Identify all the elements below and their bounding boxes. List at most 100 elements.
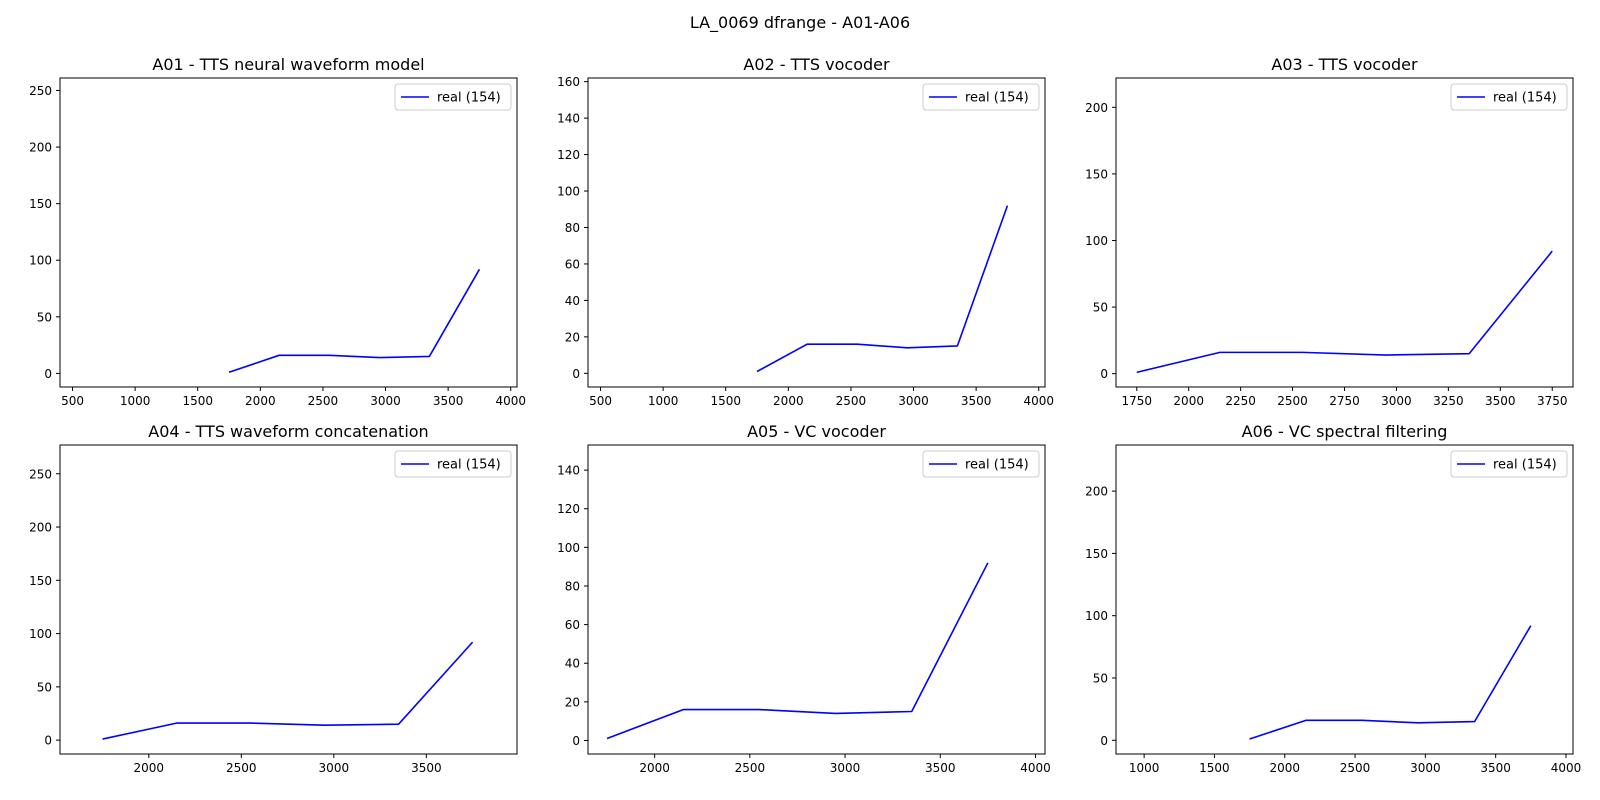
- legend-label: real (154): [965, 458, 1029, 473]
- x-tick-label: 3500: [411, 761, 442, 775]
- x-tick-label: 1000: [120, 394, 151, 408]
- y-tick-label: 200: [1085, 485, 1108, 499]
- y-tick-label: 60: [565, 257, 580, 271]
- y-tick-label: 100: [1085, 609, 1108, 623]
- x-tick-label: 3000: [319, 761, 350, 775]
- legend-label: real (154): [1493, 458, 1557, 473]
- x-tick-label: 2000: [134, 761, 165, 775]
- x-tick-label: 500: [61, 394, 84, 408]
- x-tick-label: 3750: [1537, 394, 1568, 408]
- x-tick-label: 2500: [1340, 761, 1371, 775]
- legend-label: real (154): [437, 91, 501, 106]
- y-tick-label: 250: [29, 84, 52, 98]
- y-tick-label: 50: [37, 310, 52, 324]
- y-tick-label: 80: [565, 221, 580, 235]
- legend: real (154): [394, 450, 512, 478]
- x-tick-label: 2500: [1277, 394, 1308, 408]
- y-tick-label: 80: [565, 579, 580, 593]
- y-tick-label: 250: [29, 467, 52, 481]
- axes-frame: [1115, 77, 1574, 388]
- legend-box: [922, 450, 1040, 478]
- series-line-1: [606, 562, 989, 740]
- subplot-title: A01 - TTS neural waveform model: [152, 55, 424, 74]
- y-tick-label: 0: [1100, 734, 1108, 748]
- y-tick-label: 40: [565, 294, 580, 308]
- x-tick-label: 1000: [648, 394, 679, 408]
- y-tick-label: 200: [1085, 101, 1108, 115]
- series-line-1: [1249, 625, 1532, 740]
- subplot-title: A05 - VC vocoder: [747, 422, 886, 441]
- y-tick-label: 100: [1085, 234, 1108, 248]
- y-tick-label: 200: [29, 141, 52, 155]
- legend: real (154): [1450, 83, 1568, 111]
- series-line-1: [756, 205, 1009, 373]
- x-tick-label: 1750: [1121, 394, 1152, 408]
- y-tick-label: 60: [565, 618, 580, 632]
- y-tick-label: 100: [29, 254, 52, 268]
- y-tick-label: 100: [557, 541, 580, 555]
- x-tick-label: 3500: [1485, 394, 1516, 408]
- x-tick-label: 4000: [1023, 394, 1054, 408]
- legend-label: real (154): [437, 458, 501, 473]
- y-tick-label: 0: [572, 734, 580, 748]
- x-tick-label: 2000: [773, 394, 804, 408]
- legend: real (154): [922, 83, 1040, 111]
- legend: real (154): [394, 83, 512, 111]
- legend-box: [1450, 450, 1568, 478]
- axes-frame: [587, 77, 1046, 388]
- x-tick-label: 2500: [226, 761, 257, 775]
- y-tick-label: 0: [44, 367, 52, 381]
- y-tick-label: 150: [1085, 547, 1108, 561]
- x-tick-label: 3000: [370, 394, 401, 408]
- x-tick-label: 2500: [735, 761, 766, 775]
- x-tick-label: 1500: [182, 394, 213, 408]
- axes-frame: [1115, 444, 1574, 755]
- y-tick-label: 120: [557, 148, 580, 162]
- legend-label: real (154): [965, 91, 1029, 106]
- x-tick-label: 1500: [710, 394, 741, 408]
- x-tick-label: 3000: [830, 761, 861, 775]
- y-tick-label: 120: [557, 502, 580, 516]
- subplot-title: A02 - TTS vocoder: [743, 55, 890, 74]
- y-tick-label: 0: [1100, 367, 1108, 381]
- x-tick-label: 3000: [1381, 394, 1412, 408]
- x-tick-label: 1500: [1199, 761, 1230, 775]
- y-tick-label: 50: [37, 680, 52, 694]
- x-tick-label: 2000: [639, 761, 670, 775]
- figure-title: LA_0069 dfrange - A01-A06: [689, 13, 911, 32]
- series-line-1: [102, 641, 474, 740]
- legend-box: [394, 83, 512, 111]
- y-tick-label: 200: [29, 521, 52, 535]
- x-tick-label: 2500: [308, 394, 339, 408]
- x-tick-label: 3500: [925, 761, 956, 775]
- y-tick-label: 50: [1093, 301, 1108, 315]
- axes-frame: [587, 444, 1046, 755]
- x-tick-label: 3250: [1433, 394, 1464, 408]
- subplot-title: A04 - TTS waveform concatenation: [148, 422, 428, 441]
- x-tick-label: 3000: [898, 394, 929, 408]
- x-tick-label: 2500: [836, 394, 867, 408]
- axes-frame: [59, 77, 518, 388]
- legend-box: [1450, 83, 1568, 111]
- y-tick-label: 150: [29, 574, 52, 588]
- x-tick-label: 500: [589, 394, 612, 408]
- x-tick-label: 4000: [495, 394, 526, 408]
- x-tick-label: 2750: [1329, 394, 1360, 408]
- x-tick-label: 2000: [245, 394, 276, 408]
- subplot-2: A02 - TTS vocoder 500 1000 1500 2000 2500 3000…: [557, 55, 1054, 408]
- subplot-title: A03 - TTS vocoder: [1271, 55, 1418, 74]
- y-tick-label: 20: [565, 330, 580, 344]
- y-tick-label: 140: [557, 464, 580, 478]
- subplot-title: A06 - VC spectral filtering: [1242, 422, 1448, 441]
- x-tick-label: 3000: [1410, 761, 1441, 775]
- legend: real (154): [1450, 450, 1568, 478]
- legend-box: [922, 83, 1040, 111]
- x-tick-label: 2000: [1269, 761, 1300, 775]
- x-tick-label: 1000: [1129, 761, 1160, 775]
- series-line-1: [1136, 250, 1553, 374]
- x-tick-label: 2250: [1225, 394, 1256, 408]
- subplot-4: A04 - TTS waveform concatenation 2000 2500…: [29, 422, 518, 775]
- series-line-1: [228, 268, 481, 374]
